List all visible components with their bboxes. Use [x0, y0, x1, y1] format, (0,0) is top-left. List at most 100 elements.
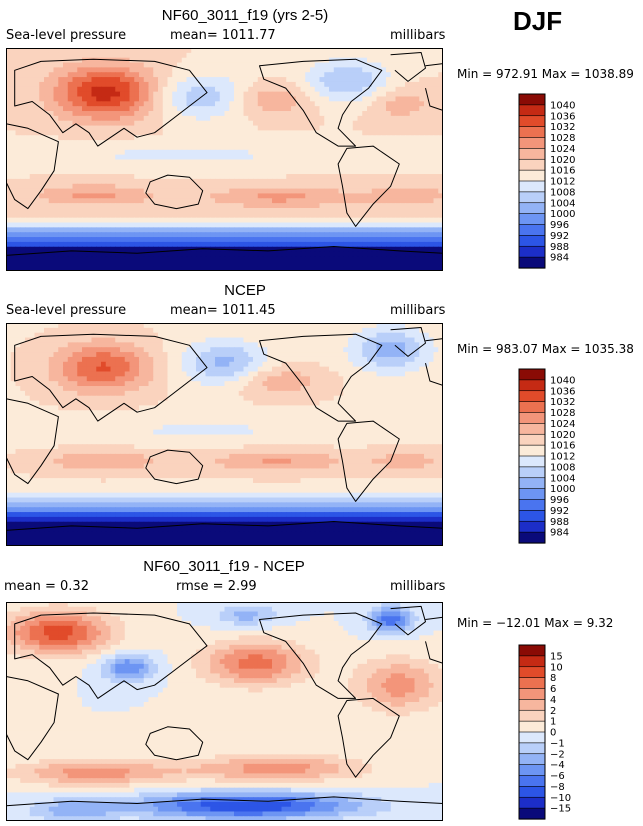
field-cell — [39, 115, 45, 122]
field-cell — [314, 227, 321, 233]
field-cell — [381, 57, 387, 64]
colorbar-tick-label: 1016 — [550, 166, 575, 177]
field-cell — [390, 159, 397, 165]
field-cell — [324, 72, 330, 78]
field-cell — [433, 120, 439, 127]
field-cell — [6, 193, 12, 199]
field-cell — [181, 356, 188, 363]
field-cell — [395, 62, 401, 68]
field-cell — [120, 178, 126, 185]
field-cell — [6, 352, 12, 358]
field-cell — [310, 347, 316, 353]
field-cell — [167, 261, 173, 267]
field-cell — [390, 154, 397, 161]
field-cell — [300, 217, 306, 224]
field-cell — [215, 352, 221, 358]
field-cell — [15, 337, 21, 343]
field-cell — [215, 222, 221, 228]
field-cell — [286, 81, 292, 88]
field-cell — [124, 115, 131, 122]
field-cell — [48, 91, 55, 98]
field-cell — [243, 169, 249, 175]
field-cell — [48, 356, 55, 363]
field-cell — [200, 183, 207, 190]
field-cell — [343, 149, 349, 156]
field-cell — [405, 62, 411, 68]
field-cell — [262, 96, 268, 102]
field-cell — [414, 198, 420, 204]
field-cell — [257, 164, 264, 170]
field-cell — [362, 241, 368, 248]
field-cell — [186, 337, 192, 343]
field-cell — [424, 86, 430, 93]
field-cell — [419, 193, 425, 199]
field-cell — [86, 86, 93, 93]
field-cell — [367, 169, 373, 175]
field-cell — [262, 125, 268, 132]
field-cell — [395, 178, 401, 185]
field-cell — [319, 81, 325, 88]
field-cell — [15, 188, 21, 195]
field-cell — [295, 356, 302, 363]
field-cell — [329, 135, 335, 141]
field-cell — [153, 57, 159, 64]
field-cell — [343, 115, 349, 122]
field-cell — [262, 327, 268, 334]
field-cell — [248, 342, 254, 348]
field-cell — [129, 203, 135, 209]
field-cell — [305, 193, 311, 199]
field-cell — [177, 207, 183, 214]
field-cell — [291, 217, 297, 224]
field-cell — [409, 174, 416, 180]
field-cell — [424, 48, 430, 54]
field-cell — [191, 183, 197, 190]
field-cell — [172, 115, 178, 122]
field-cell — [39, 125, 45, 132]
field-cell — [238, 130, 245, 136]
field-cell — [295, 130, 302, 136]
field-cell — [386, 169, 392, 175]
field-cell — [428, 251, 435, 258]
field-cell — [267, 130, 273, 136]
field-cell — [29, 174, 36, 180]
field-cell — [105, 198, 112, 204]
field-cell — [105, 193, 112, 199]
field-cell — [281, 149, 287, 156]
field-cell — [276, 327, 283, 334]
field-cell — [91, 193, 97, 199]
field-cell — [162, 149, 169, 156]
field-cell — [424, 261, 430, 267]
field-cell — [305, 135, 311, 141]
field-cell — [191, 198, 197, 204]
field-cell — [343, 178, 349, 185]
field-cell — [414, 62, 420, 68]
field-cell — [348, 183, 354, 190]
field-cell — [139, 67, 145, 73]
field-cell — [6, 101, 12, 107]
field-cell — [314, 266, 321, 271]
field-cell — [257, 203, 264, 209]
field-cell — [348, 337, 354, 343]
field-cell — [324, 81, 330, 88]
field-cell — [77, 174, 83, 180]
field-cell — [191, 347, 197, 353]
field-cell — [395, 120, 401, 127]
field-cell — [291, 356, 297, 363]
field-cell — [262, 198, 268, 204]
field-cell — [177, 232, 183, 238]
field-cell — [405, 144, 411, 151]
field-cell — [305, 327, 311, 334]
field-cell — [167, 164, 173, 170]
field-cell — [82, 183, 88, 190]
field-cell — [210, 130, 216, 136]
field-cell — [291, 251, 297, 258]
colorbar-swatch — [518, 137, 546, 149]
field-cell — [329, 342, 335, 348]
field-cell — [428, 203, 435, 209]
field-cell — [267, 246, 273, 253]
field-cell — [96, 48, 102, 54]
field-cell — [167, 81, 173, 88]
field-cell — [86, 327, 93, 334]
field-cell — [300, 327, 306, 334]
field-cell — [44, 149, 50, 156]
